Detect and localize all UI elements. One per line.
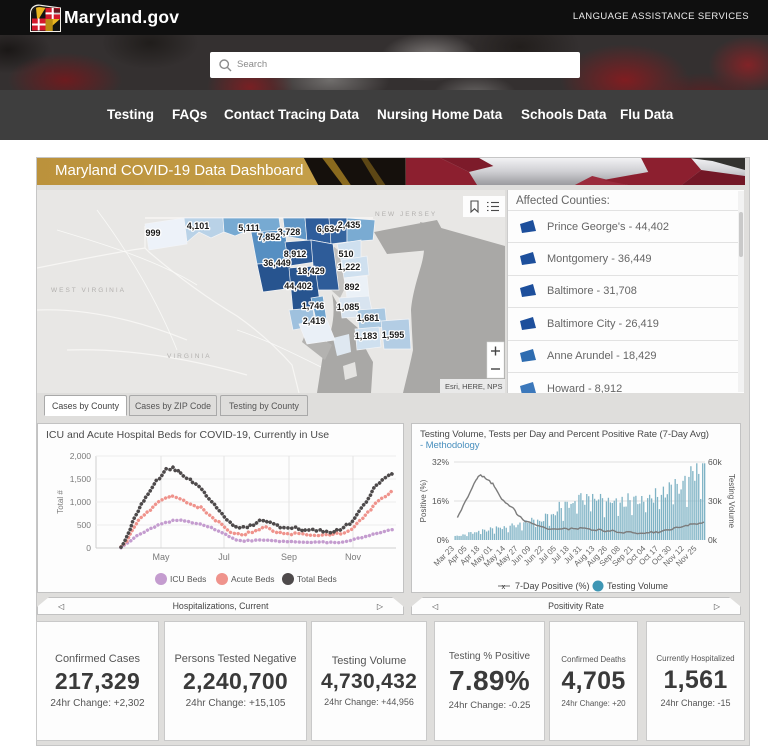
svg-text:18,429: 18,429 <box>297 266 325 276</box>
svg-text:44,402: 44,402 <box>284 281 312 291</box>
svg-text:1,183: 1,183 <box>355 331 378 341</box>
svg-text:1,595: 1,595 <box>382 330 405 340</box>
svg-text:Total Beds: Total Beds <box>297 574 337 584</box>
svg-text:May: May <box>152 552 170 562</box>
svg-text:1,085: 1,085 <box>337 302 360 312</box>
svg-text:2,435: 2,435 <box>338 220 361 230</box>
svg-text:VIRGINIA: VIRGINIA <box>167 353 212 360</box>
svg-text:4,101: 4,101 <box>187 221 210 231</box>
svg-text:WEST VIRGINIA: WEST VIRGINIA <box>51 287 126 294</box>
svg-text:2,000: 2,000 <box>70 451 92 461</box>
svg-text:1,746: 1,746 <box>302 301 325 311</box>
svg-text:Nov: Nov <box>345 552 362 562</box>
svg-text:0: 0 <box>86 543 91 553</box>
svg-text:3,728: 3,728 <box>278 227 301 237</box>
svg-text:Esri, HERE, NPS: Esri, HERE, NPS <box>445 382 503 391</box>
svg-text:60k: 60k <box>708 457 722 467</box>
svg-text:6,634: 6,634 <box>317 224 340 234</box>
svg-text:Testing Volume: Testing Volume <box>727 474 736 529</box>
svg-text:1,681: 1,681 <box>357 313 380 323</box>
svg-text:ICU Beds: ICU Beds <box>170 574 206 584</box>
svg-text:999: 999 <box>145 228 160 238</box>
svg-text:x: x <box>502 582 506 591</box>
svg-text:1,000: 1,000 <box>70 497 92 507</box>
svg-text:30k: 30k <box>708 496 722 506</box>
svg-text:1,500: 1,500 <box>70 474 92 484</box>
svg-text:16%: 16% <box>432 496 449 506</box>
svg-text:32%: 32% <box>432 457 449 467</box>
svg-text:0%: 0% <box>437 535 450 545</box>
svg-text:1,222: 1,222 <box>338 262 361 272</box>
svg-text:8,912: 8,912 <box>284 249 307 259</box>
svg-text:Positive (%): Positive (%) <box>419 479 428 522</box>
svg-text:Acute Beds: Acute Beds <box>231 574 274 584</box>
svg-text:7-Day Positive (%): 7-Day Positive (%) <box>515 581 590 591</box>
svg-text:500: 500 <box>77 520 91 530</box>
svg-text:Sep: Sep <box>281 552 297 562</box>
svg-text:7,852: 7,852 <box>258 232 281 242</box>
svg-text:Testing Volume: Testing Volume <box>607 581 668 591</box>
svg-text:NEW JERSEY: NEW JERSEY <box>375 211 437 218</box>
svg-text:0k: 0k <box>708 535 718 545</box>
svg-text:Total #: Total # <box>56 490 65 514</box>
svg-text:2,419: 2,419 <box>303 316 326 326</box>
svg-text:892: 892 <box>344 282 359 292</box>
svg-text:5,111: 5,111 <box>238 223 260 233</box>
svg-text:Jul: Jul <box>218 552 230 562</box>
svg-text:510: 510 <box>338 249 353 259</box>
svg-text:36,449: 36,449 <box>263 258 291 268</box>
